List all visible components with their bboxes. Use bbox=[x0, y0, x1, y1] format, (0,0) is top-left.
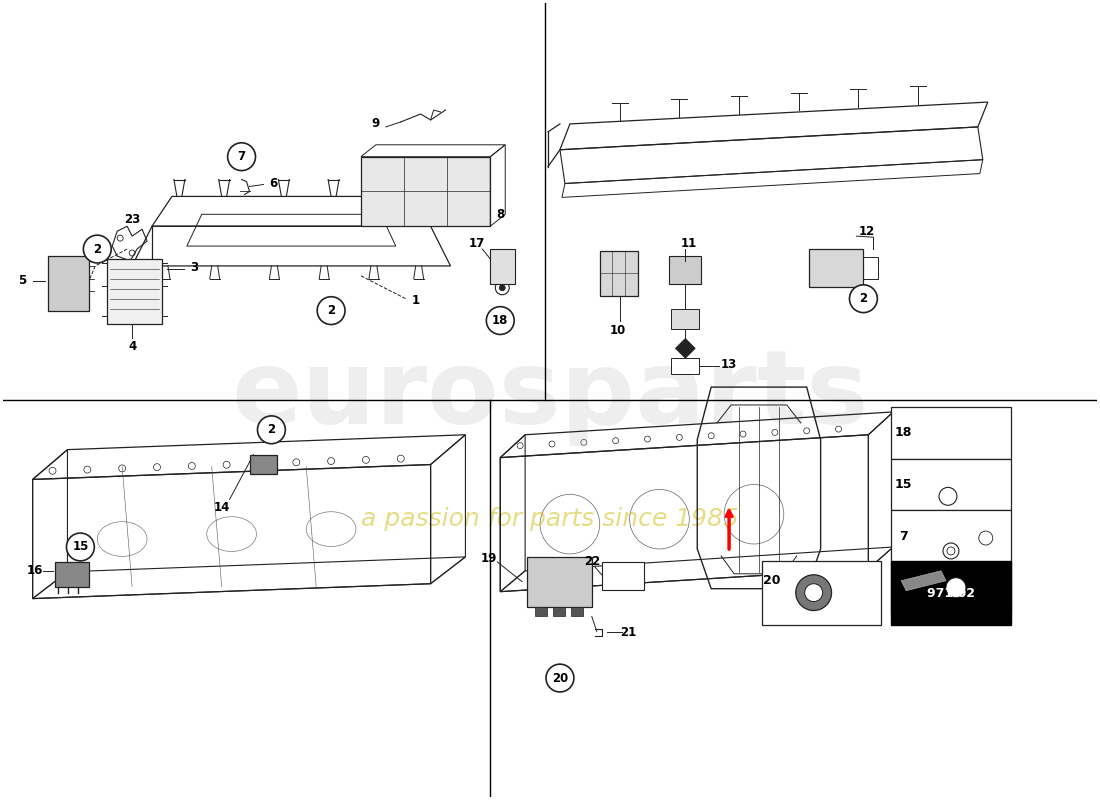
Text: 21: 21 bbox=[620, 626, 637, 639]
Text: 2: 2 bbox=[899, 581, 907, 594]
Circle shape bbox=[517, 442, 524, 449]
FancyBboxPatch shape bbox=[891, 562, 1011, 614]
Circle shape bbox=[154, 464, 161, 470]
Circle shape bbox=[50, 467, 56, 474]
Circle shape bbox=[943, 543, 959, 559]
Polygon shape bbox=[901, 571, 946, 590]
Text: 15: 15 bbox=[73, 541, 89, 554]
Text: 11: 11 bbox=[681, 237, 697, 250]
Text: 2: 2 bbox=[267, 423, 275, 436]
FancyBboxPatch shape bbox=[671, 358, 700, 374]
Circle shape bbox=[740, 431, 746, 437]
Circle shape bbox=[118, 235, 123, 241]
Text: 1: 1 bbox=[411, 294, 420, 307]
FancyBboxPatch shape bbox=[361, 157, 491, 226]
Circle shape bbox=[188, 462, 196, 470]
Circle shape bbox=[613, 438, 618, 444]
FancyBboxPatch shape bbox=[671, 309, 700, 329]
FancyBboxPatch shape bbox=[553, 606, 565, 617]
Text: eurosparts: eurosparts bbox=[231, 345, 869, 446]
Circle shape bbox=[546, 664, 574, 692]
Circle shape bbox=[804, 428, 810, 434]
Text: 3: 3 bbox=[189, 262, 198, 274]
Text: 2: 2 bbox=[94, 242, 101, 255]
FancyBboxPatch shape bbox=[600, 251, 638, 296]
Circle shape bbox=[549, 441, 556, 447]
Circle shape bbox=[805, 584, 823, 602]
Text: 10: 10 bbox=[609, 324, 626, 337]
FancyBboxPatch shape bbox=[491, 249, 515, 284]
Text: 14: 14 bbox=[213, 501, 230, 514]
Circle shape bbox=[223, 462, 230, 468]
Circle shape bbox=[772, 430, 778, 435]
FancyBboxPatch shape bbox=[107, 259, 162, 323]
Circle shape bbox=[676, 434, 682, 440]
Circle shape bbox=[363, 456, 370, 463]
Circle shape bbox=[939, 487, 957, 506]
Circle shape bbox=[66, 533, 95, 561]
Circle shape bbox=[849, 285, 878, 313]
FancyBboxPatch shape bbox=[571, 606, 583, 617]
Circle shape bbox=[397, 455, 404, 462]
Circle shape bbox=[293, 459, 300, 466]
Text: 22: 22 bbox=[584, 555, 600, 568]
Circle shape bbox=[499, 285, 505, 290]
FancyBboxPatch shape bbox=[55, 562, 89, 586]
Text: 20: 20 bbox=[552, 671, 568, 685]
Circle shape bbox=[257, 416, 285, 444]
Circle shape bbox=[119, 465, 125, 472]
FancyBboxPatch shape bbox=[891, 458, 1011, 510]
Circle shape bbox=[495, 281, 509, 294]
Text: 5: 5 bbox=[19, 274, 26, 287]
Text: 23: 23 bbox=[124, 213, 140, 226]
Text: 971 02: 971 02 bbox=[927, 587, 975, 600]
Circle shape bbox=[836, 426, 842, 432]
Text: 13: 13 bbox=[720, 358, 737, 370]
Circle shape bbox=[328, 458, 334, 465]
Circle shape bbox=[581, 439, 586, 446]
FancyBboxPatch shape bbox=[762, 561, 881, 626]
Text: 7: 7 bbox=[899, 530, 907, 542]
Circle shape bbox=[258, 460, 265, 467]
Text: 2: 2 bbox=[859, 292, 868, 306]
FancyBboxPatch shape bbox=[670, 256, 701, 284]
Circle shape bbox=[946, 578, 966, 598]
FancyBboxPatch shape bbox=[47, 256, 89, 310]
FancyBboxPatch shape bbox=[891, 510, 1011, 562]
Text: 15: 15 bbox=[894, 478, 912, 491]
Text: 6: 6 bbox=[270, 177, 277, 190]
Text: 7: 7 bbox=[238, 150, 245, 163]
Circle shape bbox=[795, 574, 832, 610]
Text: 8: 8 bbox=[496, 208, 505, 221]
FancyBboxPatch shape bbox=[535, 606, 547, 617]
FancyBboxPatch shape bbox=[250, 454, 277, 474]
Text: 20: 20 bbox=[763, 574, 781, 587]
Polygon shape bbox=[675, 338, 695, 358]
FancyBboxPatch shape bbox=[891, 561, 1011, 626]
Circle shape bbox=[84, 235, 111, 263]
Text: 19: 19 bbox=[481, 552, 497, 566]
FancyBboxPatch shape bbox=[808, 249, 864, 286]
Circle shape bbox=[979, 531, 993, 545]
Circle shape bbox=[486, 306, 514, 334]
Text: a passion for parts since 1985: a passion for parts since 1985 bbox=[361, 507, 739, 531]
FancyBboxPatch shape bbox=[527, 557, 592, 606]
Circle shape bbox=[645, 436, 650, 442]
Text: 18: 18 bbox=[492, 314, 508, 327]
FancyBboxPatch shape bbox=[891, 407, 1011, 458]
Text: 2: 2 bbox=[327, 304, 336, 317]
Text: 9: 9 bbox=[372, 118, 379, 130]
Circle shape bbox=[228, 142, 255, 170]
Text: 12: 12 bbox=[858, 225, 874, 238]
Text: 16: 16 bbox=[26, 564, 43, 578]
Circle shape bbox=[129, 250, 135, 256]
Circle shape bbox=[947, 547, 955, 555]
Text: 17: 17 bbox=[469, 237, 484, 250]
Circle shape bbox=[317, 297, 345, 325]
Text: 18: 18 bbox=[894, 426, 912, 439]
Circle shape bbox=[708, 433, 714, 438]
Text: 4: 4 bbox=[128, 340, 136, 353]
Circle shape bbox=[84, 466, 91, 473]
FancyBboxPatch shape bbox=[602, 562, 644, 590]
